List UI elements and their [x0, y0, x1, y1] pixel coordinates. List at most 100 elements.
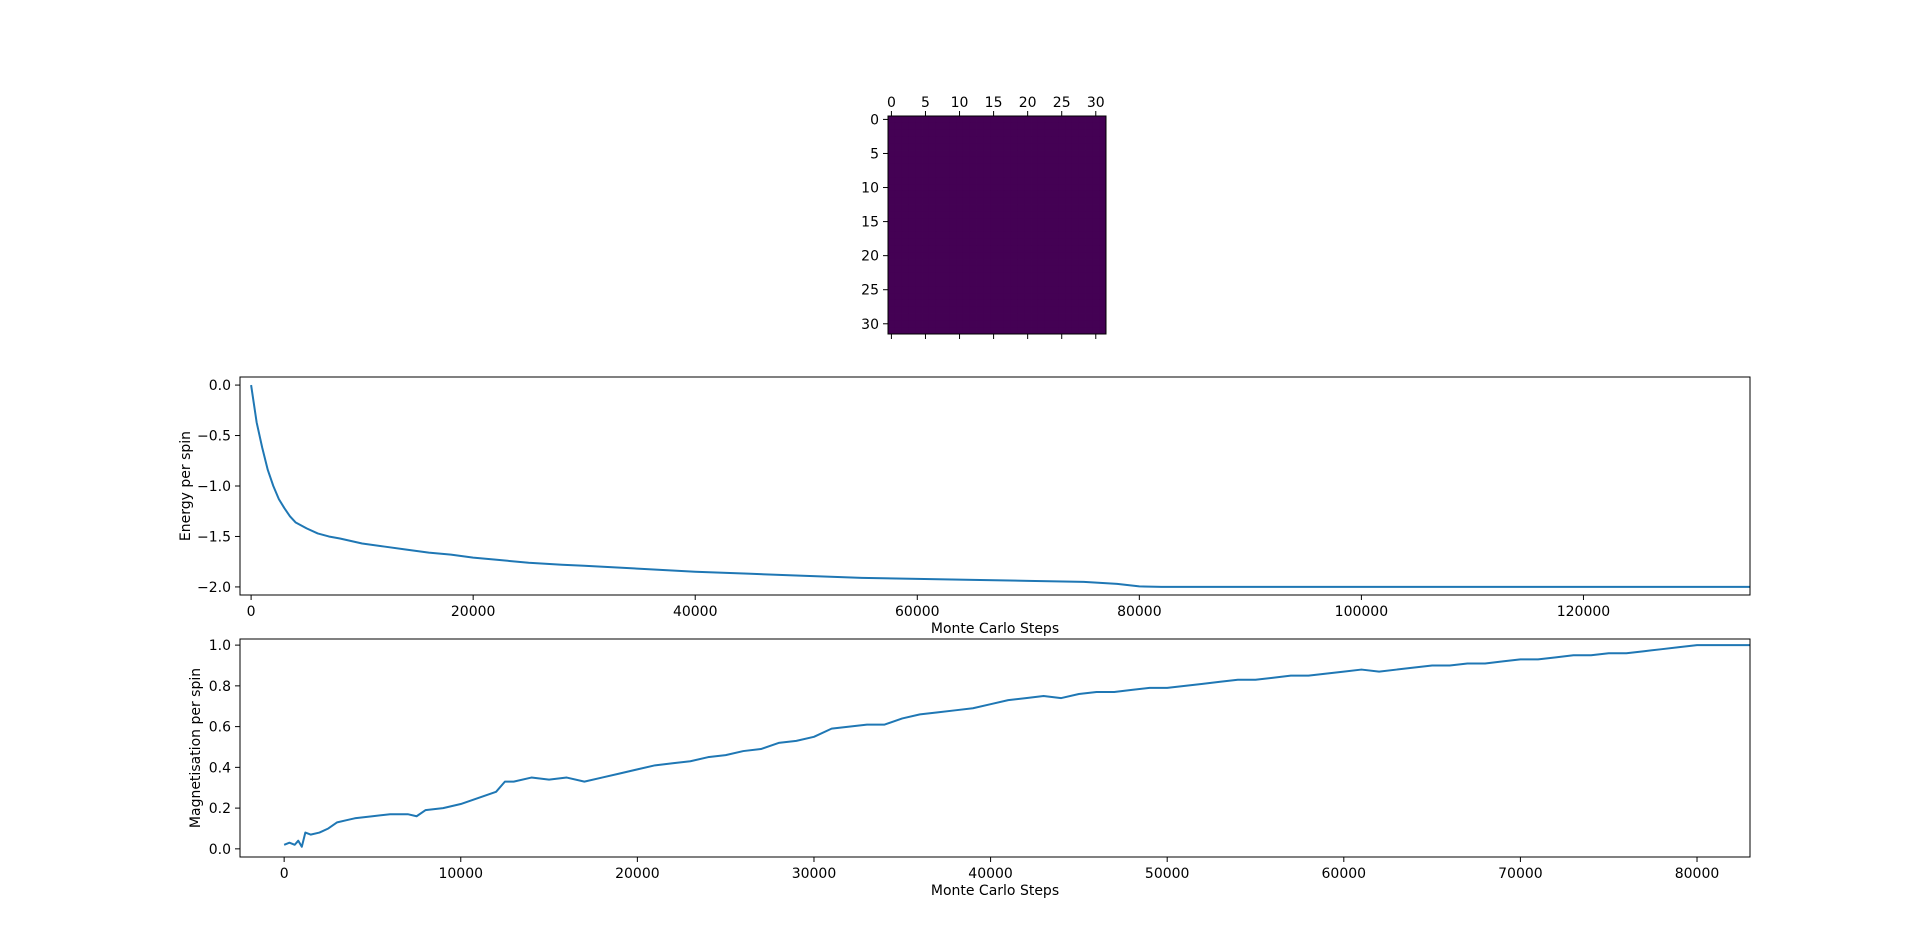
lattice-cell	[1024, 204, 1032, 212]
lattice-cell	[1017, 218, 1025, 226]
lattice-cell	[935, 231, 943, 240]
lattice-cell	[908, 299, 916, 308]
lattice-cell	[1078, 272, 1086, 280]
lattice-cell	[1031, 313, 1039, 321]
lattice-cell	[1024, 156, 1032, 165]
lattice-cell	[888, 286, 896, 294]
lattice-cell	[894, 293, 903, 301]
lattice-cell	[1071, 136, 1080, 144]
lattice-cell	[928, 211, 937, 219]
lattice-cell	[949, 279, 957, 287]
lattice-cell	[997, 163, 1005, 171]
lattice-cell	[1024, 218, 1032, 226]
energy-x-tick-label: 80000	[1117, 604, 1162, 620]
lattice-cell	[935, 150, 943, 158]
lattice-cell	[990, 320, 998, 328]
lattice-cell	[1024, 306, 1032, 314]
lattice-cell	[949, 156, 957, 165]
lattice-cell	[1058, 122, 1066, 131]
lattice-cell	[922, 116, 930, 124]
lattice-cell	[1058, 150, 1066, 158]
lattice-cell	[997, 116, 1005, 124]
lattice-cell	[1031, 286, 1039, 294]
lattice-cell	[1071, 225, 1080, 233]
lattice-cell	[1071, 184, 1080, 192]
lattice-cell	[1024, 170, 1032, 178]
lattice-cell	[1024, 320, 1032, 328]
lattice-cell	[888, 129, 896, 137]
lattice-cell	[888, 279, 896, 287]
lattice-cell	[1065, 245, 1073, 253]
lattice-cell	[976, 218, 984, 226]
lattice-cell	[915, 299, 923, 308]
magnetisation-x-tick-label: 70000	[1498, 866, 1543, 882]
lattice-cell	[1058, 170, 1066, 178]
lattice-cell	[1003, 184, 1012, 192]
lattice-cell	[1003, 116, 1012, 124]
lattice-cell	[949, 293, 957, 301]
lattice-cell	[1058, 259, 1066, 267]
lattice-cell	[1037, 313, 1046, 321]
lattice-cell	[1031, 204, 1039, 212]
lattice-cell	[901, 265, 909, 274]
lattice-cell	[1065, 259, 1073, 267]
lattice-cell	[1003, 143, 1012, 151]
lattice-cell	[1031, 211, 1039, 219]
lattice-cell	[1010, 190, 1018, 199]
lattice-cell	[1071, 259, 1080, 267]
lattice-cell	[1099, 184, 1107, 192]
lattice-cell	[908, 279, 916, 287]
lattice-cell	[976, 279, 984, 287]
lattice-cell	[922, 293, 930, 301]
lattice-cell	[1071, 116, 1080, 124]
lattice-cell	[962, 163, 971, 171]
lattice-cell	[928, 150, 937, 158]
lattice-cell	[1085, 177, 1093, 185]
lattice-cell	[1099, 279, 1107, 287]
lattice-cell	[976, 252, 984, 260]
lattice-cell	[969, 272, 977, 280]
lattice-cell	[942, 231, 950, 240]
lattice-cell	[942, 143, 950, 151]
lattice-cell	[990, 238, 998, 246]
lattice-cell	[997, 272, 1005, 280]
lattice-cell	[935, 163, 943, 171]
lattice-cell	[908, 225, 916, 233]
lattice-cell	[976, 122, 984, 131]
lattice-cell	[922, 156, 930, 165]
lattice-cell	[949, 190, 957, 199]
lattice-cell	[1031, 327, 1039, 335]
lattice-cell	[997, 259, 1005, 267]
lattice-cell	[888, 143, 896, 151]
lattice-cell	[1065, 204, 1073, 212]
magnetisation-x-tick-label: 80000	[1675, 866, 1720, 882]
lattice-cell	[908, 265, 916, 274]
lattice-cell	[1085, 245, 1093, 253]
lattice-cell	[1003, 211, 1012, 219]
lattice-cell	[1037, 204, 1046, 212]
lattice-cell	[1058, 156, 1066, 165]
lattice-cell	[962, 136, 971, 144]
lattice-cell	[1024, 265, 1032, 274]
lattice-cell	[922, 231, 930, 240]
lattice-cell	[969, 320, 977, 328]
lattice-cell	[1092, 320, 1100, 328]
lattice-cell	[956, 306, 964, 314]
lattice-cell	[969, 177, 977, 185]
lattice-cell	[1017, 293, 1025, 301]
lattice-cell	[976, 184, 984, 192]
lattice-cell	[908, 286, 916, 294]
lattice-cell	[990, 218, 998, 226]
lattice-cell	[1024, 116, 1032, 124]
lattice-cell	[1037, 129, 1046, 137]
lattice-cell	[990, 177, 998, 185]
lattice-cell	[1085, 136, 1093, 144]
lattice-cell	[976, 327, 984, 335]
lattice-cell	[1065, 163, 1073, 171]
lattice-cell	[1099, 177, 1107, 185]
lattice-cell	[1044, 156, 1052, 165]
lattice-cell	[1085, 156, 1093, 165]
lattice-cell	[962, 184, 971, 192]
lattice-x-tick-label: 20	[1019, 95, 1037, 111]
lattice-cell	[983, 231, 991, 240]
